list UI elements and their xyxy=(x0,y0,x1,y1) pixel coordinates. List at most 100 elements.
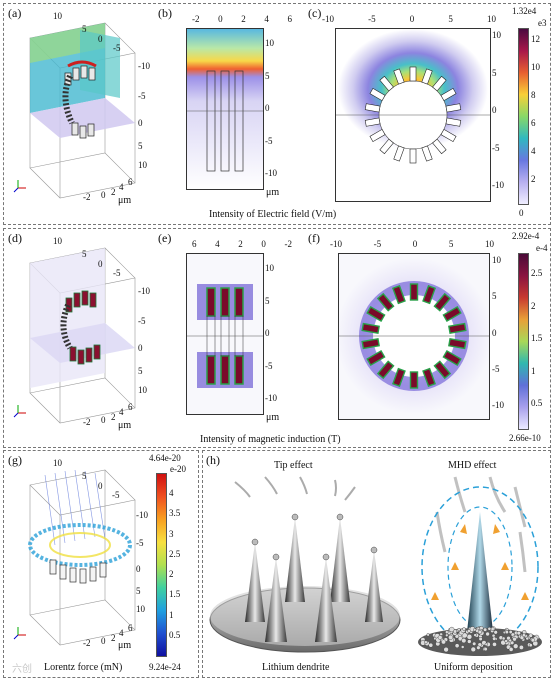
f-xtick: -5 xyxy=(373,239,382,249)
deposit-particle xyxy=(501,636,506,641)
g-tick-b3: 2 xyxy=(111,633,116,643)
deposit-particle xyxy=(528,643,533,648)
deposit-particle xyxy=(441,639,446,645)
g-tick-r3: 0 xyxy=(136,564,141,574)
d-tick-r4: 5 xyxy=(138,366,143,376)
cbar3-tick: 4 xyxy=(169,488,174,498)
panel-a-3d-plot xyxy=(13,22,136,199)
ring-segment xyxy=(421,68,433,85)
deposit-particle xyxy=(483,627,488,632)
d-unit: μm xyxy=(118,420,132,431)
h-dendrite-label: Lithium dendrite xyxy=(262,662,330,673)
deposit-particle xyxy=(445,630,449,634)
ring-segment xyxy=(366,306,386,322)
cbar1-tick: 4 xyxy=(531,146,536,156)
f-ytick: 10 xyxy=(492,255,501,265)
b-ytick: -5 xyxy=(265,135,273,146)
panel-h-illustration xyxy=(209,476,542,656)
c-ytick: -10 xyxy=(492,180,504,190)
cbar3-tick: 2 xyxy=(169,569,174,580)
cbar2-tick: 0.5 xyxy=(531,398,543,408)
ring-segment xyxy=(369,87,386,102)
e-ytick: 5 xyxy=(265,295,270,306)
cbar3-unit: e-20 xyxy=(170,464,186,474)
a-tick-r3: 0 xyxy=(138,118,143,128)
f-xtick: 10 xyxy=(485,239,494,249)
e-xtick: 6 xyxy=(192,239,197,249)
deposit-particle xyxy=(490,627,495,631)
cbar1-gradient xyxy=(518,28,529,205)
deposit-particle xyxy=(508,630,513,634)
d-tick-t2: 5 xyxy=(82,249,87,259)
ring-segment xyxy=(445,117,462,127)
panel-d-label: (d) xyxy=(8,231,22,245)
deposit-particle xyxy=(485,631,490,637)
cbar1-tick: 12 xyxy=(531,34,540,44)
deposit-particle xyxy=(424,640,428,644)
deposit-particle xyxy=(528,633,533,638)
deposit-particle xyxy=(493,630,498,635)
ring-segment xyxy=(376,292,395,312)
e-ytick: -5 xyxy=(265,360,273,371)
deposit-particle xyxy=(461,638,467,644)
ring-segment xyxy=(366,350,386,366)
ring-segment xyxy=(432,138,447,155)
ring-segment xyxy=(364,117,381,127)
row3-frame-right xyxy=(202,450,551,678)
cbar2-ticks: 2.5 2 1.5 1 0.5 xyxy=(531,268,542,408)
b-xtick: 4 xyxy=(264,14,269,24)
cbar1-tick: 8 xyxy=(531,90,536,100)
f-ytick: 0 xyxy=(492,327,497,338)
panel-c-plot xyxy=(335,28,491,202)
g-caption: Lorentz force (mN) xyxy=(44,662,123,673)
d-tick-b4: 4 xyxy=(119,407,124,417)
deposit-particle xyxy=(467,639,472,644)
panel-b-plot xyxy=(186,28,264,190)
panel-c-label: (c) xyxy=(308,6,322,20)
cbar3-ticks: 4 3.5 3 2.5 2 1.5 1 0.5 xyxy=(169,488,180,640)
e-ytick: -10 xyxy=(265,393,277,403)
e-ytick: 0 xyxy=(265,328,270,338)
c-xtick: -5 xyxy=(368,14,376,24)
g-tick-r2: -5 xyxy=(136,538,144,548)
row2-caption: Intensity of magnetic induction (T) xyxy=(200,434,341,445)
deposit-particle xyxy=(454,643,460,648)
g-unit: μm xyxy=(118,640,132,651)
row2-frame xyxy=(3,228,551,448)
ring-segment xyxy=(409,283,419,301)
deposit-particle xyxy=(487,626,492,631)
deposit-particle xyxy=(473,628,477,632)
ring-segment xyxy=(379,75,394,92)
deposit-particle xyxy=(462,627,466,631)
cbar1-max: 1.32e4 xyxy=(512,6,537,16)
b-xticks: -2 0 2 4 6 xyxy=(192,14,292,24)
cbar2-tick: 1 xyxy=(531,365,536,376)
panel-g-3d-plot xyxy=(13,469,136,646)
watermark: 六创 xyxy=(12,664,32,675)
deposit-particle xyxy=(453,629,458,634)
d-tick-r5: 10 xyxy=(138,385,147,395)
b-xtick: 6 xyxy=(287,14,293,24)
ring-segment xyxy=(445,103,462,113)
e-xtick: 4 xyxy=(215,239,220,249)
f-yticks: 10 5 0 -5 -10 xyxy=(492,255,504,410)
g-tick-b4: 4 xyxy=(119,628,124,638)
g-tick-r5: 10 xyxy=(136,604,145,614)
ring-segment xyxy=(393,68,405,85)
b-unit: μm xyxy=(266,187,280,198)
deposit-particle xyxy=(522,633,526,637)
ring-segment xyxy=(392,367,406,387)
deposit-particle xyxy=(484,642,488,646)
panel-f-plot xyxy=(338,253,490,420)
ring-segment xyxy=(442,350,462,366)
ring-segment xyxy=(440,87,457,102)
deposit-particle xyxy=(516,631,521,636)
ring-segment xyxy=(392,285,406,305)
cbar1-tick: 10 xyxy=(531,62,540,72)
row3-frame-left xyxy=(3,450,199,678)
f-ytick: -10 xyxy=(492,400,504,410)
cbar3-gradient xyxy=(156,473,167,657)
d-tick-r2: -5 xyxy=(138,316,146,326)
ring-segment xyxy=(433,292,452,312)
e-ytick: 10 xyxy=(265,263,274,273)
